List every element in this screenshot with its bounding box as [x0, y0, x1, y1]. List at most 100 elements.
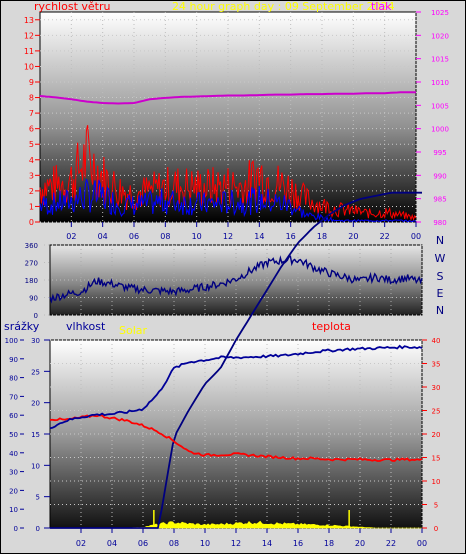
weather-x-tick-label: 00 [417, 539, 427, 548]
rain-tick-label: 0 [14, 525, 18, 533]
rain-axis-label: srážky [4, 320, 40, 333]
rain-tick-label: 30 [9, 469, 18, 477]
direction-tick-label: 90 [29, 295, 38, 303]
rain-tick-label: 60 [9, 412, 18, 420]
wind-tick-label: 11 [24, 47, 34, 56]
weather-gridlines [50, 339, 423, 529]
weather-x-tick-label: 02 [76, 539, 86, 548]
wind-x-tick-label: 20 [348, 232, 358, 241]
weather-x-tick-label: 20 [355, 539, 365, 548]
temperature-tick-label: 20 [432, 431, 441, 439]
wind-tick-label: 6 [29, 125, 34, 134]
weather-x-tick-label: 22 [386, 539, 396, 548]
pressure-tick-label: 980 [433, 219, 446, 227]
humidity-tick-label: 5 [36, 494, 40, 502]
temperature-tick-label: 25 [432, 408, 441, 416]
temperature-tick-label: 35 [432, 361, 441, 369]
rain-tick-label: 20 [9, 487, 18, 495]
pressure-tick-label: 990 [433, 172, 446, 180]
wind-tick-label: 12 [24, 31, 34, 40]
pressure-tick-label: 1005 [431, 102, 449, 110]
wind-axis-label: rychlost větru [34, 0, 110, 13]
compass-label-e: E [437, 287, 444, 300]
pressure-axis-label: tlak [371, 0, 392, 13]
direction-tick-label: 360 [25, 242, 38, 250]
wind-tick-label: 4 [29, 156, 34, 165]
rain-tick-label: 100 [5, 337, 18, 345]
pressure-tick-label: 1025 [431, 9, 449, 17]
wind-tick-label: 1 [29, 202, 34, 211]
humidity-tick-label: 30 [31, 337, 40, 345]
wind-tick-label: 13 [24, 16, 34, 25]
pressure-line [39, 91, 416, 105]
weather-x-tick-label: 04 [107, 539, 117, 548]
wind-gust-line [39, 125, 417, 222]
pressure-tick-label: 985 [433, 196, 446, 204]
compass-label-n: N [436, 234, 444, 247]
temperature-axis-label: teplota [312, 320, 351, 333]
pressure-tick-label: 1015 [431, 56, 449, 64]
temperature-line [49, 414, 423, 462]
weather-x-tick-label: 06 [138, 539, 148, 548]
direction-tick-label: 180 [25, 277, 38, 285]
wind-x-tick-label: 06 [129, 232, 139, 241]
weather-x-tick-label: 08 [169, 539, 179, 548]
wind-x-tick-label: 02 [66, 232, 76, 241]
solar-label: Solar [119, 324, 148, 337]
temperature-tick-label: 15 [432, 455, 441, 463]
wind-tick-label: 0 [29, 218, 34, 227]
wind-x-tick-label: 12 [223, 232, 233, 241]
wind-tick-label: 9 [29, 78, 34, 87]
wind-x-tick-label: 22 [380, 232, 390, 241]
wind-tick-label: 8 [29, 94, 34, 103]
humidity-tick-label: 20 [31, 400, 40, 408]
wind-x-tick-label: 18 [317, 232, 327, 241]
rain-tick-label: 10 [9, 506, 18, 514]
direction-series [49, 255, 423, 304]
wind-x-tick-label: 14 [254, 232, 264, 241]
pressure-right-axis: 980 985 990 995 1000 1005 1010 1015 1020 1025 [416, 9, 449, 227]
compass-label-w: W [435, 252, 446, 265]
weather-x-tick-label: 10 [200, 539, 210, 548]
direction-line [49, 255, 423, 304]
weather-x-tick-label: 16 [293, 539, 303, 548]
wind-series [39, 91, 417, 223]
humidity-tick-label: 15 [31, 431, 40, 439]
wind-tick-label: 7 [29, 109, 34, 118]
wind-x-tick-label: 00 [411, 232, 421, 241]
rain-tick-label: 40 [9, 450, 18, 458]
direction-tick-label: 0 [34, 312, 38, 320]
temperature-tick-label: 0 [434, 525, 438, 533]
wind-tick-label: 3 [29, 171, 34, 180]
chart-title: 24 hour graph day : 09 September 2024 [172, 0, 395, 13]
pressure-tick-label: 1000 [431, 126, 449, 134]
wind-average-line [39, 179, 417, 223]
weather-x-tick-label: 14 [262, 539, 272, 548]
wind-tick-label: 2 [29, 187, 34, 196]
temperature-tick-label: 10 [432, 478, 441, 486]
weather-x-tick-label: 12 [231, 539, 241, 548]
temperature-tick-label: 30 [432, 384, 441, 392]
wind-x-axis: 02 04 06 08 10 12 14 16 18 20 22 00 [66, 222, 421, 241]
wind-tick-label: 10 [24, 62, 34, 71]
humidity-tick-label: 25 [31, 368, 40, 376]
direction-axis: 360 270 180 90 0 [25, 242, 422, 320]
wind-tick-label: 5 [29, 140, 34, 149]
pressure-tick-label: 1020 [431, 32, 449, 40]
rain-tick-label: 70 [9, 393, 18, 401]
pressure-tick-label: 1010 [431, 79, 449, 87]
compass-label-n: N [436, 304, 444, 317]
compass-label-s: S [437, 270, 444, 283]
pressure-tick-label: 995 [433, 149, 446, 157]
rain-tick-label: 80 [9, 375, 18, 383]
rain-total-line [50, 191, 422, 529]
wind-x-tick-label: 04 [98, 232, 108, 241]
wind-x-tick-label: 10 [192, 232, 202, 241]
humidity-tick-label: 0 [36, 525, 40, 533]
humidity-line [49, 344, 423, 430]
temperature-axis: 0 5 10 15 20 25 30 35 40 [422, 337, 440, 533]
